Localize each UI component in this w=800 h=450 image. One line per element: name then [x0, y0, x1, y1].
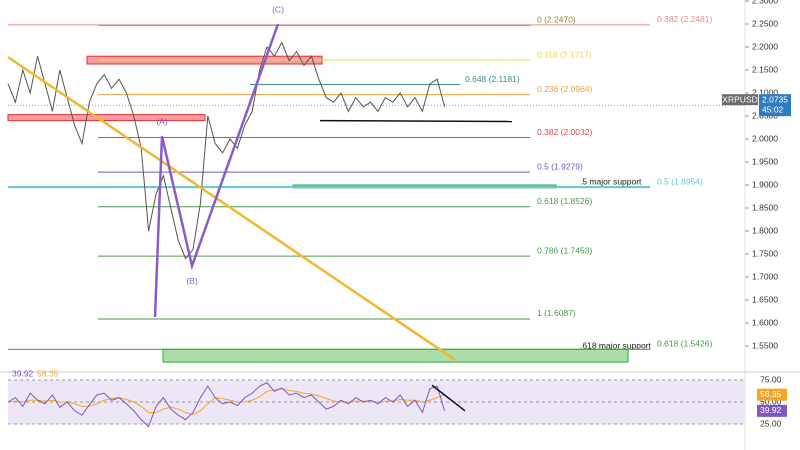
fib-label: 0.118 (2.1717)	[537, 49, 592, 59]
y-tick-label: 1.9500	[752, 156, 778, 166]
price-line	[7, 41, 446, 260]
fib-label: 0.5 (1.8954)	[657, 176, 703, 186]
y-tick-label: 1.7500	[752, 248, 778, 258]
support-line	[319, 119, 513, 123]
y-tick-label: 2.2000	[752, 41, 778, 51]
zone	[7, 114, 206, 122]
y-tick-label: 1.6500	[752, 294, 778, 304]
rsi-line	[7, 382, 446, 428]
y-tick-label: 1.9000	[752, 179, 778, 189]
fib-label: 0 (2.2470)	[537, 15, 576, 25]
y-tick-label: 2.1000	[752, 87, 778, 97]
y-tick-label: 1.8500	[752, 202, 778, 212]
rsi-value-box	[757, 404, 787, 417]
y-tick-label: 1.8000	[752, 225, 778, 235]
rsi-value-label: 58.35	[760, 389, 782, 399]
y-tick-label: 1.7000	[752, 271, 778, 281]
rsi-trendline	[431, 384, 466, 412]
fib-label: 0.618 (1.8526)	[537, 196, 592, 206]
symbol-box	[722, 94, 758, 106]
y-tick-label: 2.1500	[752, 64, 778, 74]
rsi-tick-label: 75.00	[760, 374, 782, 384]
fib-label: 0.618 (1.5426)	[657, 339, 712, 349]
zone-label: .618 major support	[580, 340, 652, 350]
y-tick-label: 2.3000	[752, 0, 778, 5]
fib-label: 0.648 (2.1181)	[465, 74, 520, 84]
rsi-legend-value: 39.92	[12, 368, 34, 378]
countdown: 45:02	[762, 104, 784, 114]
zone-label: .5 major support	[580, 176, 642, 186]
rsi-legend-value: 58.35	[37, 368, 59, 378]
symbol: XRPUSD	[722, 94, 757, 104]
price-box	[759, 94, 791, 117]
rsi-tick-label: 25.00	[760, 418, 782, 428]
y-tick-label: 2.2500	[752, 18, 778, 28]
rsi-value-label: 39.92	[760, 405, 782, 415]
y-tick-label: 2.0000	[752, 133, 778, 143]
fib-label: 1 (1.6087)	[537, 308, 576, 318]
y-tick-label: 1.6000	[752, 317, 778, 327]
wave-label: (C)	[272, 4, 284, 14]
fib-label: 0.382 (2.0032)	[537, 127, 592, 137]
zone	[162, 348, 629, 363]
rsi-value-box	[757, 388, 787, 401]
wave	[153, 23, 280, 318]
fib-label: 0.5 (1.9279)	[537, 161, 583, 171]
rsi-tick-label: 50.00	[760, 396, 782, 406]
wave-label: (B)	[186, 276, 198, 286]
fib-label: 0.786 (1.7453)	[537, 245, 592, 255]
fib-label: 0.236 (2.0964)	[537, 84, 592, 94]
y-tick-label: 1.5500	[752, 340, 778, 350]
wave-label: (A)	[156, 116, 168, 126]
fib-label: 0.382 (2.2481)	[657, 14, 712, 24]
last-price: 2.0735	[762, 94, 788, 104]
trendline	[7, 56, 456, 361]
